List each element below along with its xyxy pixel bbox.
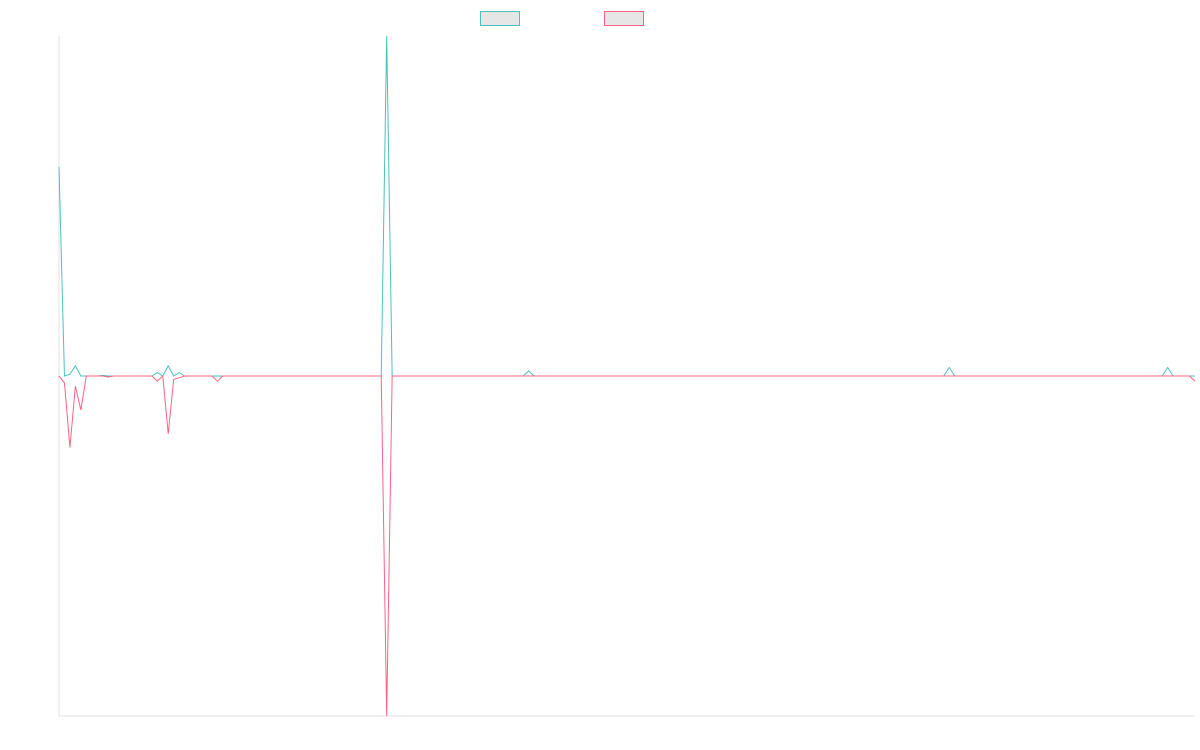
legend-swatch-series-a[interactable] (480, 10, 520, 26)
line-series-b[interactable] (58, 374, 1196, 717)
legend-swatch-series-b[interactable] (604, 10, 644, 26)
series-layer (58, 35, 1196, 717)
legend-item-series-a[interactable] (480, 9, 526, 27)
line-series-a[interactable] (58, 35, 1195, 377)
legend[interactable] (0, 9, 1200, 27)
legend-item-series-b[interactable] (604, 9, 650, 27)
